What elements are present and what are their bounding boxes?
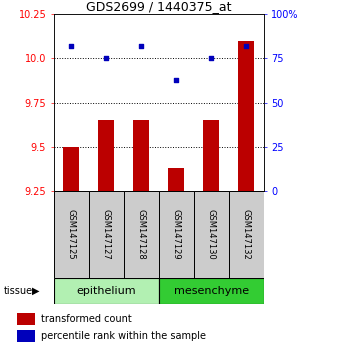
Bar <box>54 191 89 278</box>
Bar <box>159 278 264 304</box>
Point <box>243 43 249 49</box>
Text: tissue: tissue <box>3 286 32 296</box>
Bar <box>194 191 229 278</box>
Text: GSM147128: GSM147128 <box>137 209 146 260</box>
Bar <box>159 191 194 278</box>
Bar <box>124 191 159 278</box>
Point <box>208 56 214 61</box>
Text: percentile rank within the sample: percentile rank within the sample <box>41 331 206 341</box>
Bar <box>238 41 254 191</box>
Title: GDS2699 / 1440375_at: GDS2699 / 1440375_at <box>86 0 232 13</box>
Bar <box>63 147 79 191</box>
Text: ▶: ▶ <box>32 286 40 296</box>
Text: epithelium: epithelium <box>76 286 136 296</box>
Bar <box>133 120 149 191</box>
Bar <box>54 278 159 304</box>
Text: GSM147125: GSM147125 <box>67 209 76 260</box>
Bar <box>17 313 35 325</box>
Bar <box>89 191 124 278</box>
Text: GSM147132: GSM147132 <box>242 209 251 260</box>
Text: GSM147129: GSM147129 <box>172 209 181 260</box>
Point <box>104 56 109 61</box>
Bar <box>203 120 219 191</box>
Bar <box>17 330 35 342</box>
Text: GSM147130: GSM147130 <box>207 209 216 260</box>
Bar <box>99 120 114 191</box>
Bar <box>168 168 184 191</box>
Bar <box>228 191 264 278</box>
Point <box>138 43 144 49</box>
Text: GSM147127: GSM147127 <box>102 209 111 260</box>
Text: transformed count: transformed count <box>41 314 132 324</box>
Text: mesenchyme: mesenchyme <box>174 286 249 296</box>
Point <box>174 77 179 82</box>
Point <box>69 43 74 49</box>
